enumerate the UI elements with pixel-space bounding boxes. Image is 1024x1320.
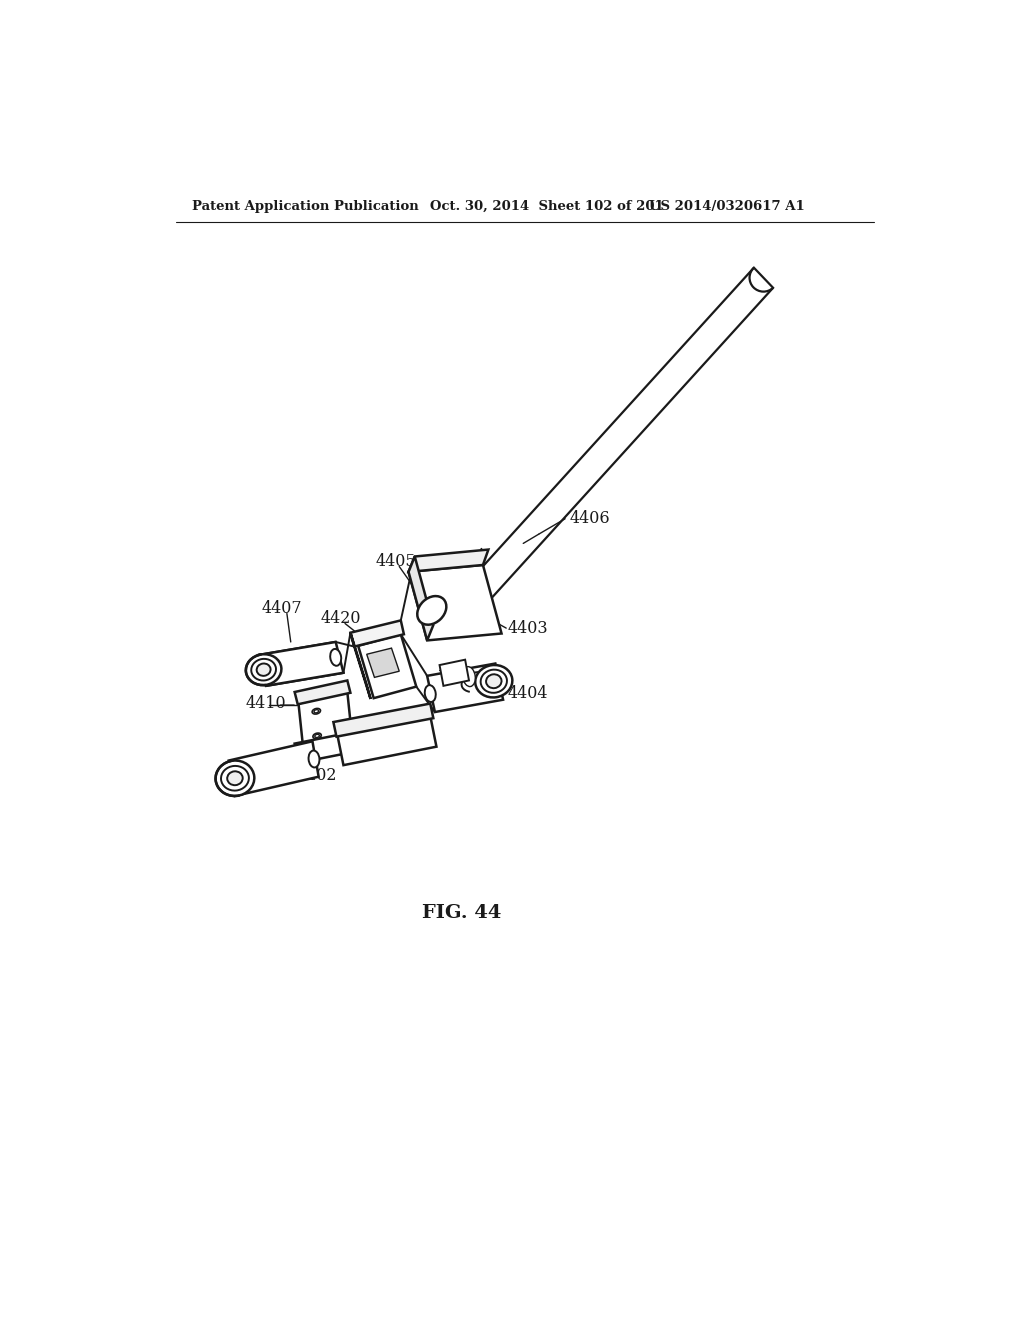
Ellipse shape: [246, 655, 282, 685]
Polygon shape: [337, 715, 436, 766]
Polygon shape: [334, 704, 433, 737]
Polygon shape: [409, 565, 502, 640]
Polygon shape: [350, 632, 371, 700]
Text: Patent Application Publication: Patent Application Publication: [191, 199, 418, 213]
Text: FIG. 44: FIG. 44: [422, 904, 501, 921]
Text: 4406: 4406: [569, 511, 610, 527]
Polygon shape: [409, 549, 488, 572]
Polygon shape: [228, 742, 318, 796]
Polygon shape: [350, 620, 403, 647]
Ellipse shape: [312, 709, 321, 714]
Polygon shape: [456, 268, 773, 616]
Polygon shape: [409, 557, 433, 640]
Ellipse shape: [480, 669, 507, 693]
Ellipse shape: [308, 751, 319, 767]
Ellipse shape: [251, 659, 276, 681]
Polygon shape: [299, 692, 352, 755]
Ellipse shape: [330, 649, 341, 665]
Ellipse shape: [221, 766, 249, 791]
Text: 4402: 4402: [297, 767, 338, 784]
Ellipse shape: [314, 734, 319, 738]
Ellipse shape: [486, 675, 502, 688]
Text: 4403: 4403: [508, 619, 549, 636]
Polygon shape: [367, 648, 399, 677]
Ellipse shape: [425, 685, 436, 702]
Text: US 2014/0320617 A1: US 2014/0320617 A1: [649, 199, 805, 213]
Text: 4430: 4430: [430, 675, 471, 692]
Text: Oct. 30, 2014  Sheet 102 of 201: Oct. 30, 2014 Sheet 102 of 201: [430, 199, 664, 213]
Ellipse shape: [463, 667, 475, 686]
Polygon shape: [258, 642, 343, 686]
Text: 4410: 4410: [246, 696, 287, 711]
Polygon shape: [295, 733, 356, 763]
Text: 4407: 4407: [261, 601, 302, 618]
Ellipse shape: [313, 733, 322, 739]
Text: 4404: 4404: [508, 685, 548, 702]
Ellipse shape: [314, 710, 318, 713]
Ellipse shape: [216, 760, 254, 796]
Text: 4401: 4401: [373, 734, 414, 751]
Polygon shape: [295, 681, 350, 705]
Ellipse shape: [475, 665, 512, 697]
Ellipse shape: [417, 597, 446, 624]
Text: 4420: 4420: [321, 610, 360, 627]
Polygon shape: [439, 660, 469, 686]
Polygon shape: [427, 664, 503, 711]
Polygon shape: [358, 635, 417, 698]
Ellipse shape: [257, 664, 270, 676]
Ellipse shape: [227, 771, 243, 785]
Text: 4405: 4405: [376, 553, 417, 570]
